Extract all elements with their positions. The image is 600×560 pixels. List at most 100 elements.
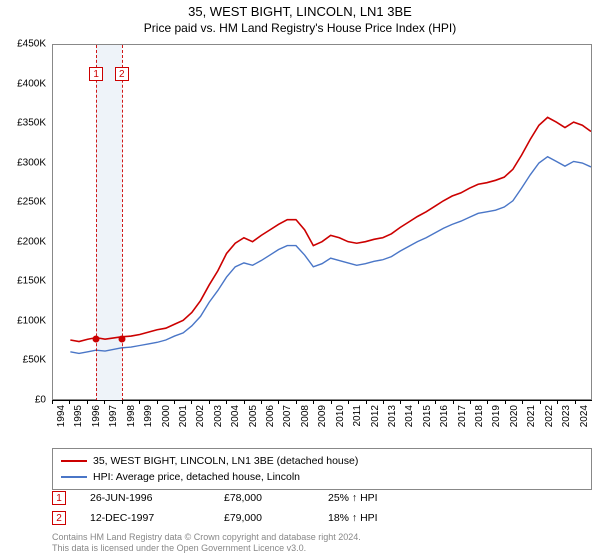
x-tick-label: 2024	[579, 405, 590, 427]
x-tick-mark	[400, 400, 401, 404]
x-tick-mark	[174, 400, 175, 404]
x-tick-label: 2000	[161, 405, 172, 427]
legend-label: HPI: Average price, detached house, Linc…	[93, 471, 300, 483]
legend: 35, WEST BIGHT, LINCOLN, LN1 3BE (detach…	[52, 448, 592, 490]
sale-row-number: 1	[52, 491, 66, 505]
x-tick-label: 2006	[265, 405, 276, 427]
attribution-text: Contains HM Land Registry data © Crown c…	[52, 532, 592, 554]
sale-row-price: £78,000	[224, 492, 304, 504]
x-tick-mark	[69, 400, 70, 404]
y-tick-label: £350K	[17, 118, 46, 129]
y-tick-label: £200K	[17, 236, 46, 247]
x-tick-label: 1994	[56, 405, 67, 427]
x-tick-mark	[435, 400, 436, 404]
y-tick-label: £0	[35, 395, 46, 406]
x-tick-label: 2003	[213, 405, 224, 427]
attribution-line2: This data is licensed under the Open Gov…	[52, 543, 592, 554]
y-tick-label: £50K	[23, 355, 46, 366]
sale-row: 2 12-DEC-1997 £79,000 18% ↑ HPI	[52, 508, 592, 528]
y-axis: £0£50K£100K£150K£200K£250K£300K£350K£400…	[0, 44, 50, 400]
y-tick-label: £400K	[17, 78, 46, 89]
x-tick-mark	[261, 400, 262, 404]
attribution-line1: Contains HM Land Registry data © Crown c…	[52, 532, 592, 543]
chart-container: 35, WEST BIGHT, LINCOLN, LN1 3BE Price p…	[0, 0, 600, 560]
x-tick-label: 1996	[91, 405, 102, 427]
y-tick-label: £150K	[17, 276, 46, 287]
sale-row-date: 12-DEC-1997	[90, 512, 200, 524]
x-tick-label: 2021	[526, 405, 537, 427]
sale-row-date: 26-JUN-1996	[90, 492, 200, 504]
x-tick-mark	[191, 400, 192, 404]
sale-row-number: 2	[52, 511, 66, 525]
x-tick-label: 2018	[474, 405, 485, 427]
x-tick-mark	[470, 400, 471, 404]
y-tick-label: £450K	[17, 39, 46, 50]
legend-swatch	[61, 476, 87, 478]
x-tick-label: 2019	[491, 405, 502, 427]
sales-table: 126-JUN-1996£78,00025% ↑ HPI212-DEC-1997…	[52, 488, 592, 528]
y-tick-label: £300K	[17, 157, 46, 168]
legend-label: 35, WEST BIGHT, LINCOLN, LN1 3BE (detach…	[93, 455, 358, 467]
x-tick-mark	[122, 400, 123, 404]
x-tick-mark	[87, 400, 88, 404]
title-address: 35, WEST BIGHT, LINCOLN, LN1 3BE	[0, 4, 600, 19]
x-tick-label: 2014	[404, 405, 415, 427]
sale-marker-label: 1	[89, 67, 103, 81]
x-tick-mark	[453, 400, 454, 404]
x-tick-mark	[52, 400, 53, 404]
x-tick-mark	[296, 400, 297, 404]
x-tick-label: 2005	[248, 405, 259, 427]
x-tick-label: 2023	[561, 405, 572, 427]
sale-marker-label: 2	[115, 67, 129, 81]
title-subtitle: Price paid vs. HM Land Registry's House …	[0, 21, 600, 35]
x-tick-mark	[244, 400, 245, 404]
legend-swatch	[61, 460, 87, 462]
plot-area: 12	[52, 44, 592, 400]
x-tick-label: 2017	[457, 405, 468, 427]
x-tick-mark	[505, 400, 506, 404]
x-tick-label: 1998	[126, 405, 137, 427]
chart-title-block: 35, WEST BIGHT, LINCOLN, LN1 3BE Price p…	[0, 4, 600, 35]
x-tick-mark	[383, 400, 384, 404]
x-tick-mark	[522, 400, 523, 404]
series-line	[70, 157, 591, 354]
x-tick-label: 2020	[509, 405, 520, 427]
legend-item: 35, WEST BIGHT, LINCOLN, LN1 3BE (detach…	[61, 453, 583, 469]
x-tick-label: 2016	[439, 405, 450, 427]
x-tick-mark	[104, 400, 105, 404]
sale-vline	[122, 45, 123, 401]
y-tick-label: £250K	[17, 197, 46, 208]
x-tick-mark	[139, 400, 140, 404]
x-tick-label: 2001	[178, 405, 189, 427]
series-line	[70, 117, 591, 341]
sale-marker-dot	[93, 336, 100, 343]
x-tick-mark	[313, 400, 314, 404]
x-tick-mark	[487, 400, 488, 404]
sale-row-price: £79,000	[224, 512, 304, 524]
sale-vline	[96, 45, 97, 401]
x-tick-mark	[157, 400, 158, 404]
x-tick-label: 2013	[387, 405, 398, 427]
x-tick-label: 2004	[230, 405, 241, 427]
x-tick-label: 2009	[317, 405, 328, 427]
sale-row-delta: 18% ↑ HPI	[328, 512, 378, 524]
x-tick-label: 2002	[195, 405, 206, 427]
x-tick-label: 2022	[544, 405, 555, 427]
x-axis: 1994199519961997199819992000200120022003…	[52, 400, 592, 444]
x-tick-label: 2010	[335, 405, 346, 427]
x-tick-mark	[348, 400, 349, 404]
x-tick-mark	[557, 400, 558, 404]
x-tick-mark	[331, 400, 332, 404]
x-tick-label: 2015	[422, 405, 433, 427]
x-tick-mark	[226, 400, 227, 404]
y-tick-label: £100K	[17, 315, 46, 326]
legend-item: HPI: Average price, detached house, Linc…	[61, 469, 583, 485]
x-tick-label: 2011	[352, 405, 363, 427]
chart-svg	[53, 45, 591, 399]
x-tick-mark	[418, 400, 419, 404]
x-tick-label: 2007	[282, 405, 293, 427]
sale-row: 126-JUN-1996£78,00025% ↑ HPI	[52, 488, 592, 508]
x-tick-label: 2008	[300, 405, 311, 427]
x-tick-label: 1999	[143, 405, 154, 427]
x-tick-mark	[366, 400, 367, 404]
